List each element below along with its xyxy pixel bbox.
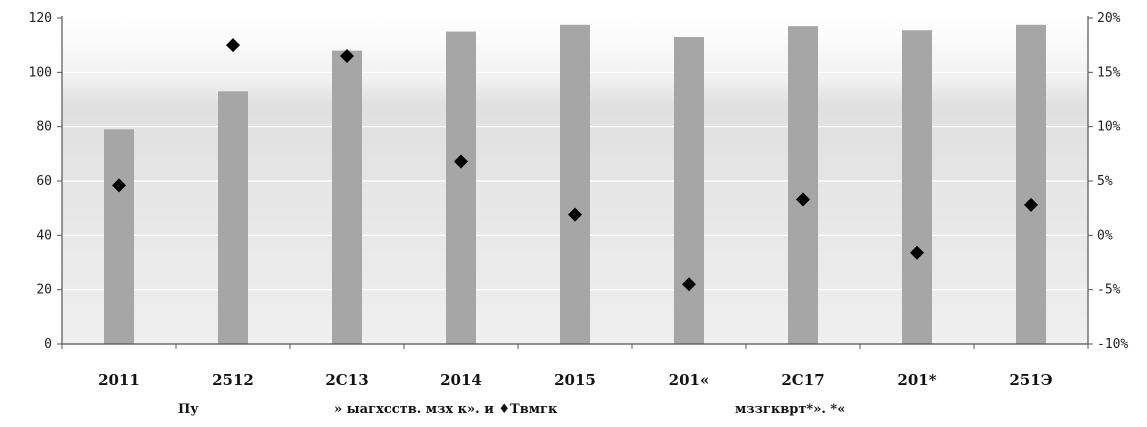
left-tick-label: 40 — [36, 228, 52, 243]
category-label: 2015 — [554, 371, 596, 389]
right-tick-label: 5% — [1097, 174, 1113, 189]
diamond-marker — [226, 38, 240, 53]
right-tick-label: -10% — [1097, 337, 1128, 352]
left-tick-label: 80 — [36, 120, 52, 135]
bar — [104, 129, 134, 344]
category-label: 2C13 — [325, 371, 368, 389]
right-tick-label: -5% — [1097, 283, 1121, 298]
footnote-part-1: Пу — [178, 402, 199, 417]
bar-series — [104, 24, 1046, 345]
axes — [57, 16, 1093, 349]
left-tick-label: 120 — [29, 11, 52, 26]
tick-labels: 0 20 40 60 80 100 120 -10% -5% 0% 5% 10% 15% 20% 2011 2… — [29, 11, 1129, 389]
category-label: 2C17 — [781, 371, 824, 389]
marker-series — [112, 38, 1038, 292]
bar — [674, 37, 704, 345]
bar — [788, 26, 818, 345]
bar — [1016, 24, 1046, 345]
category-label: 2011 — [98, 371, 140, 389]
bar — [560, 24, 590, 345]
right-tick-label: 20% — [1097, 11, 1121, 26]
diamond-marker — [910, 245, 924, 260]
category-label: 2512 — [212, 371, 254, 389]
diamond-marker — [568, 207, 582, 222]
left-tick-label: 0 — [44, 337, 52, 352]
bar — [446, 31, 476, 344]
diamond-marker — [796, 192, 810, 207]
footnote-part-2: » ыагхсств. мзх к». и ♦Твмгк — [334, 402, 558, 417]
left-tick-label: 60 — [36, 174, 52, 189]
category-label: 2014 — [440, 371, 482, 389]
diamond-marker — [112, 178, 126, 193]
diamond-marker — [340, 49, 354, 64]
right-tick-label: 15% — [1097, 65, 1121, 80]
category-label: 201* — [897, 371, 936, 389]
left-tick-label: 100 — [29, 65, 52, 80]
footnote-part-3: мззгкврт*». *« — [735, 402, 846, 417]
left-tick-label: 20 — [36, 283, 52, 298]
right-tick-label: 10% — [1097, 120, 1121, 135]
bar — [902, 30, 932, 344]
diamond-marker — [454, 154, 468, 169]
diamond-marker — [682, 277, 696, 292]
bar — [332, 50, 362, 344]
category-label: 251Э — [1009, 371, 1052, 389]
bar — [218, 91, 248, 344]
category-label: 201« — [669, 371, 710, 389]
right-tick-label: 0% — [1097, 228, 1113, 243]
diamond-marker — [1024, 197, 1038, 212]
